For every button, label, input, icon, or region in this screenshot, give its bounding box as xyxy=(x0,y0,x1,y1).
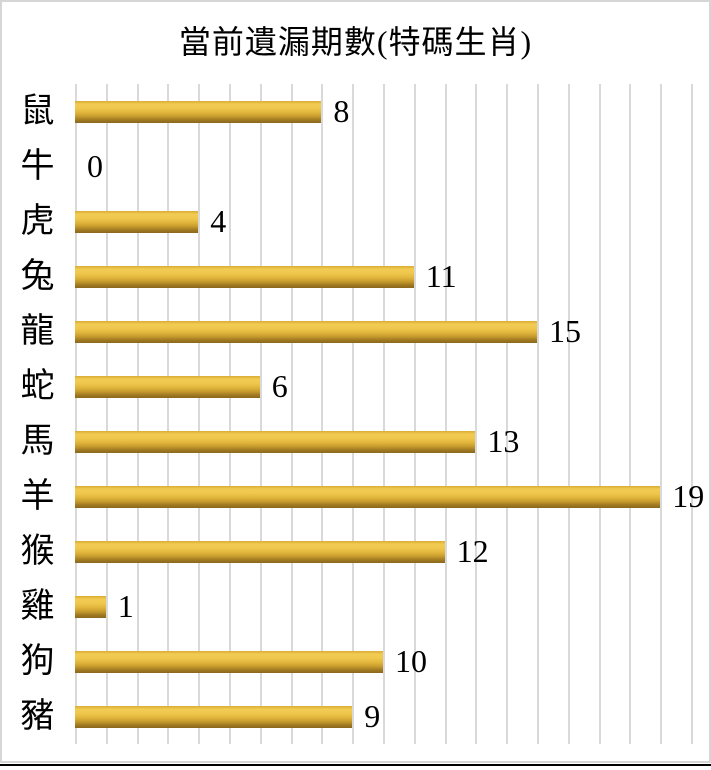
chart-title: 當前遺漏期數(特碼生肖) xyxy=(178,24,533,60)
bar xyxy=(75,210,199,233)
category-label: 兔 xyxy=(20,258,55,295)
value-label: 19 xyxy=(672,478,705,514)
bar-row: 狗 10 xyxy=(0,634,711,689)
value-label: 12 xyxy=(456,533,489,569)
bar xyxy=(75,595,106,618)
gridlines xyxy=(75,84,695,744)
bar-rows: 鼠 8 牛 0 虎 4 兔 11 龍 15 蛇 6 馬 13 羊 19 猴 12 雞 1 狗 10 豬 9 xyxy=(0,84,711,744)
bar xyxy=(75,485,661,508)
gridline xyxy=(290,84,293,744)
gridline xyxy=(567,84,570,744)
bar xyxy=(75,540,445,563)
category-label: 鼠 xyxy=(20,93,55,130)
bar-row: 龍 15 xyxy=(0,304,711,359)
bar xyxy=(75,650,383,673)
bar-row: 兔 11 xyxy=(0,249,711,304)
gridline xyxy=(691,84,693,744)
gridline xyxy=(506,84,509,744)
bar xyxy=(75,100,322,123)
gridline xyxy=(167,84,170,744)
bar xyxy=(75,430,476,453)
gridline xyxy=(259,84,262,744)
bar xyxy=(75,320,537,343)
category-label: 蛇 xyxy=(20,368,55,405)
gridline xyxy=(383,84,385,744)
category-label: 虎 xyxy=(20,203,55,240)
gridline xyxy=(629,84,632,744)
gridline xyxy=(105,84,108,744)
bar-row: 羊 19 xyxy=(0,469,711,524)
gridline xyxy=(352,84,355,744)
category-label: 龍 xyxy=(20,313,55,350)
category-label: 羊 xyxy=(20,478,55,515)
gridline xyxy=(475,84,478,744)
category-label: 猴 xyxy=(20,533,55,570)
value-label: 8 xyxy=(333,93,350,129)
value-label: 10 xyxy=(395,643,427,679)
gridline xyxy=(136,84,139,744)
plot-area: 鼠 8 牛 0 虎 4 兔 11 龍 15 蛇 6 馬 13 羊 19 猴 12 雞 1 狗 10 豬 9 xyxy=(0,84,711,744)
gridline xyxy=(598,84,601,744)
value-label: 9 xyxy=(364,698,381,734)
category-label: 狗 xyxy=(20,643,55,680)
value-label: 4 xyxy=(210,203,227,239)
gridline xyxy=(321,84,324,744)
value-label: 6 xyxy=(271,368,288,404)
value-label: 15 xyxy=(549,313,581,349)
bar xyxy=(75,705,353,728)
bar xyxy=(75,375,260,398)
bottom-rule xyxy=(0,764,711,766)
bar xyxy=(75,265,414,288)
gridline xyxy=(444,84,447,744)
category-label: 馬 xyxy=(20,423,55,460)
value-label: 1 xyxy=(117,588,134,624)
gridline xyxy=(660,84,663,744)
bar-row: 馬 13 xyxy=(0,414,711,469)
category-label: 豬 xyxy=(20,698,55,735)
gridline xyxy=(537,84,539,744)
gridline xyxy=(229,84,231,744)
category-label: 雞 xyxy=(20,588,55,625)
value-label: 13 xyxy=(487,423,520,459)
value-label: 0 xyxy=(87,148,103,184)
gridline xyxy=(75,84,77,744)
bar-row: 猴 12 xyxy=(0,524,711,579)
value-label: 11 xyxy=(425,258,457,294)
category-label: 牛 xyxy=(20,148,55,185)
gridline xyxy=(413,84,416,744)
gridline xyxy=(198,84,201,744)
